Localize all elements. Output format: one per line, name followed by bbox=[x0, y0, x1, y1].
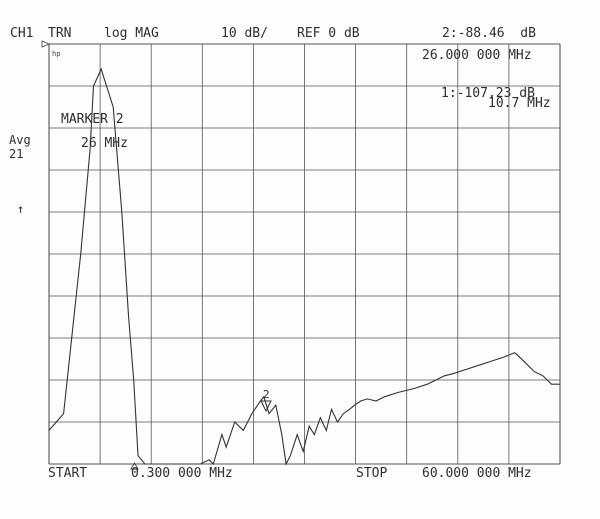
stop-label: STOP bbox=[356, 466, 388, 481]
marker-2-number: 2 bbox=[263, 388, 270, 401]
reference-label: REF 0 dB bbox=[297, 26, 360, 41]
measurement-label: TRN bbox=[48, 26, 72, 41]
graticule-grid bbox=[48, 43, 561, 465]
reference-position-arrow: ↑ bbox=[17, 202, 25, 216]
measurement-trace bbox=[48, 67, 560, 466]
stop-frequency: 60.000 000 MHz bbox=[422, 466, 532, 481]
marker-2-title: MARKER 2 bbox=[61, 112, 124, 127]
active-marker-frequency: 26.000 000 MHz bbox=[422, 48, 532, 63]
format-label: log MAG bbox=[104, 26, 159, 41]
channel-label: CH1 bbox=[10, 26, 34, 41]
marker-1-indicator bbox=[130, 462, 139, 470]
start-label: START bbox=[48, 466, 88, 481]
marker-1-frequency: 10.7 MHz bbox=[488, 96, 551, 111]
marker-1-value: 1:-107.23 dB bbox=[441, 86, 535, 101]
active-marker-readout: 2:-88.46 dB bbox=[442, 26, 536, 41]
hp-logo: hp bbox=[52, 50, 60, 58]
averaging-label: Avg bbox=[9, 133, 31, 147]
scale-label: 10 dB/ bbox=[221, 26, 268, 41]
start-frequency: 0.300 000 MHz bbox=[131, 466, 233, 481]
averaging-count: 21 bbox=[9, 147, 24, 161]
marker-2-indicator: 2 bbox=[260, 388, 272, 413]
reference-level-marker bbox=[41, 40, 51, 48]
